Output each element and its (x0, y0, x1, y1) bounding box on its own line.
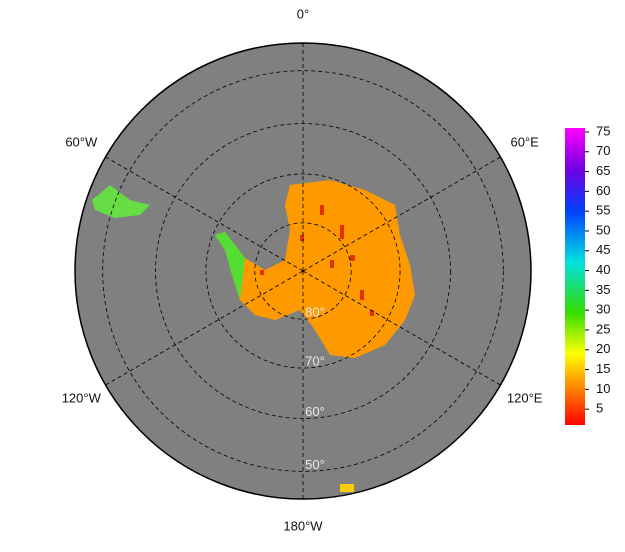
peninsula (215, 232, 245, 300)
meridian-label: 60°E (511, 134, 540, 149)
parallel (102, 70, 504, 472)
colorbar-tick-label: 25 (596, 321, 610, 336)
colorbar-tick-label: 5 (596, 401, 603, 416)
meridian (302, 270, 501, 386)
meridian-label: 60°W (65, 134, 98, 149)
south-america (92, 185, 150, 218)
colorbar-tick-label: 60 (596, 183, 610, 198)
meridian-label: 0° (297, 6, 309, 21)
meridian-label: 120°E (507, 390, 543, 405)
parallel-label: 60° (305, 404, 325, 419)
land (92, 180, 415, 492)
hotspots (260, 205, 374, 316)
parallel (205, 173, 401, 369)
parallel-label: 50° (305, 457, 325, 472)
meridian-label: 180°W (283, 518, 323, 533)
colorbar-tick-label: 50 (596, 222, 610, 237)
colorbar-tick-label: 75 (596, 123, 610, 138)
colorbar (565, 128, 585, 425)
parallel-label: 70° (305, 353, 325, 368)
colorbar-tick-label: 30 (596, 302, 610, 317)
meridian (105, 270, 304, 386)
colorbar-tick-label: 10 (596, 381, 610, 396)
meridian (105, 156, 304, 272)
colorbar-tick-label: 55 (596, 203, 610, 218)
colorbar-tick-label: 45 (596, 242, 610, 257)
island (340, 484, 354, 492)
parallel-label: 80° (305, 305, 325, 320)
colorbar-tick-label: 35 (596, 282, 610, 297)
colorbar-tick-label: 65 (596, 163, 610, 178)
graticule (102, 43, 504, 499)
meridian-label: 120°W (62, 390, 102, 405)
parallel (254, 222, 352, 320)
colorbar-tick-label: 40 (596, 262, 610, 277)
antarctica (215, 180, 415, 358)
colorbar-tick-label: 15 (596, 361, 610, 376)
colorbar-tick-label: 20 (596, 341, 610, 356)
meridian (302, 156, 501, 272)
colorbar-tick-label: 70 (596, 143, 610, 158)
